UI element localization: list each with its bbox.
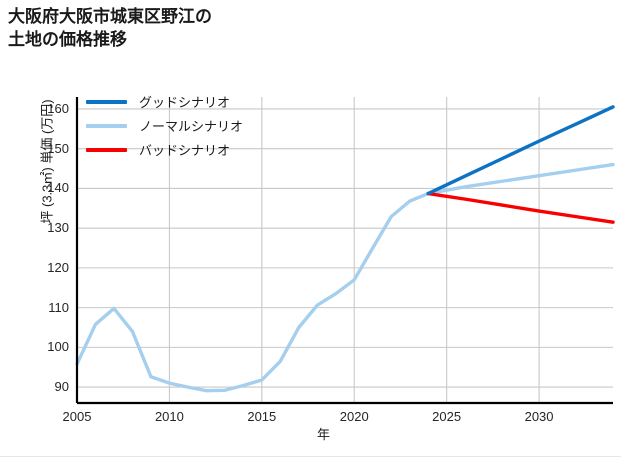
y-tick-label: 160 — [47, 100, 69, 116]
legend-item-label: バッドシナリオ — [139, 142, 231, 158]
y-tick-label: 130 — [47, 220, 69, 236]
x-tick-label: 2025 — [432, 409, 462, 424]
chart-title: 大阪府大阪市城東区野江の 土地の価格推移 — [8, 7, 212, 49]
legend-color-swatch — [86, 148, 127, 152]
x-axis-title: 年 — [0, 424, 621, 443]
y-tick-label: 150 — [47, 140, 69, 156]
chart-legend: グッドシナリオ ノーマルシナリオ バッドシナリオ — [86, 90, 243, 162]
x-tick-label: 2005 — [62, 409, 92, 424]
y-tick-label: 120 — [47, 259, 69, 275]
x-tick-label: 2030 — [524, 409, 554, 424]
legend-item[interactable]: ノーマルシナリオ — [86, 114, 243, 138]
x-tick-label: 2020 — [339, 409, 369, 424]
data-series-layer — [75, 105, 615, 393]
legend-item-label: ノーマルシナリオ — [139, 118, 244, 134]
y-tick-label: 100 — [47, 339, 69, 355]
series-line — [426, 191, 615, 224]
legend-item-label: グッドシナリオ — [139, 94, 231, 110]
y-tick-label: 90 — [54, 379, 69, 395]
series-line — [426, 105, 615, 196]
x-axis-title-text: 年 — [316, 427, 330, 442]
y-tick-label: 140 — [47, 180, 69, 196]
series-line — [75, 162, 615, 393]
y-tick-label: 110 — [48, 299, 69, 315]
axis-lines — [75, 97, 613, 405]
x-tick-label: 2015 — [247, 409, 277, 424]
legend-item[interactable]: バッドシナリオ — [86, 138, 243, 162]
legend-color-swatch — [86, 124, 127, 128]
x-tick-label: 2010 — [154, 409, 184, 424]
y-axis-title: 坪 (3.3㎡) 単価 (万円) — [39, 99, 55, 224]
legend-color-swatch — [86, 100, 127, 104]
legend-item[interactable]: グッドシナリオ — [86, 90, 243, 114]
bottom-divider — [0, 456, 621, 457]
